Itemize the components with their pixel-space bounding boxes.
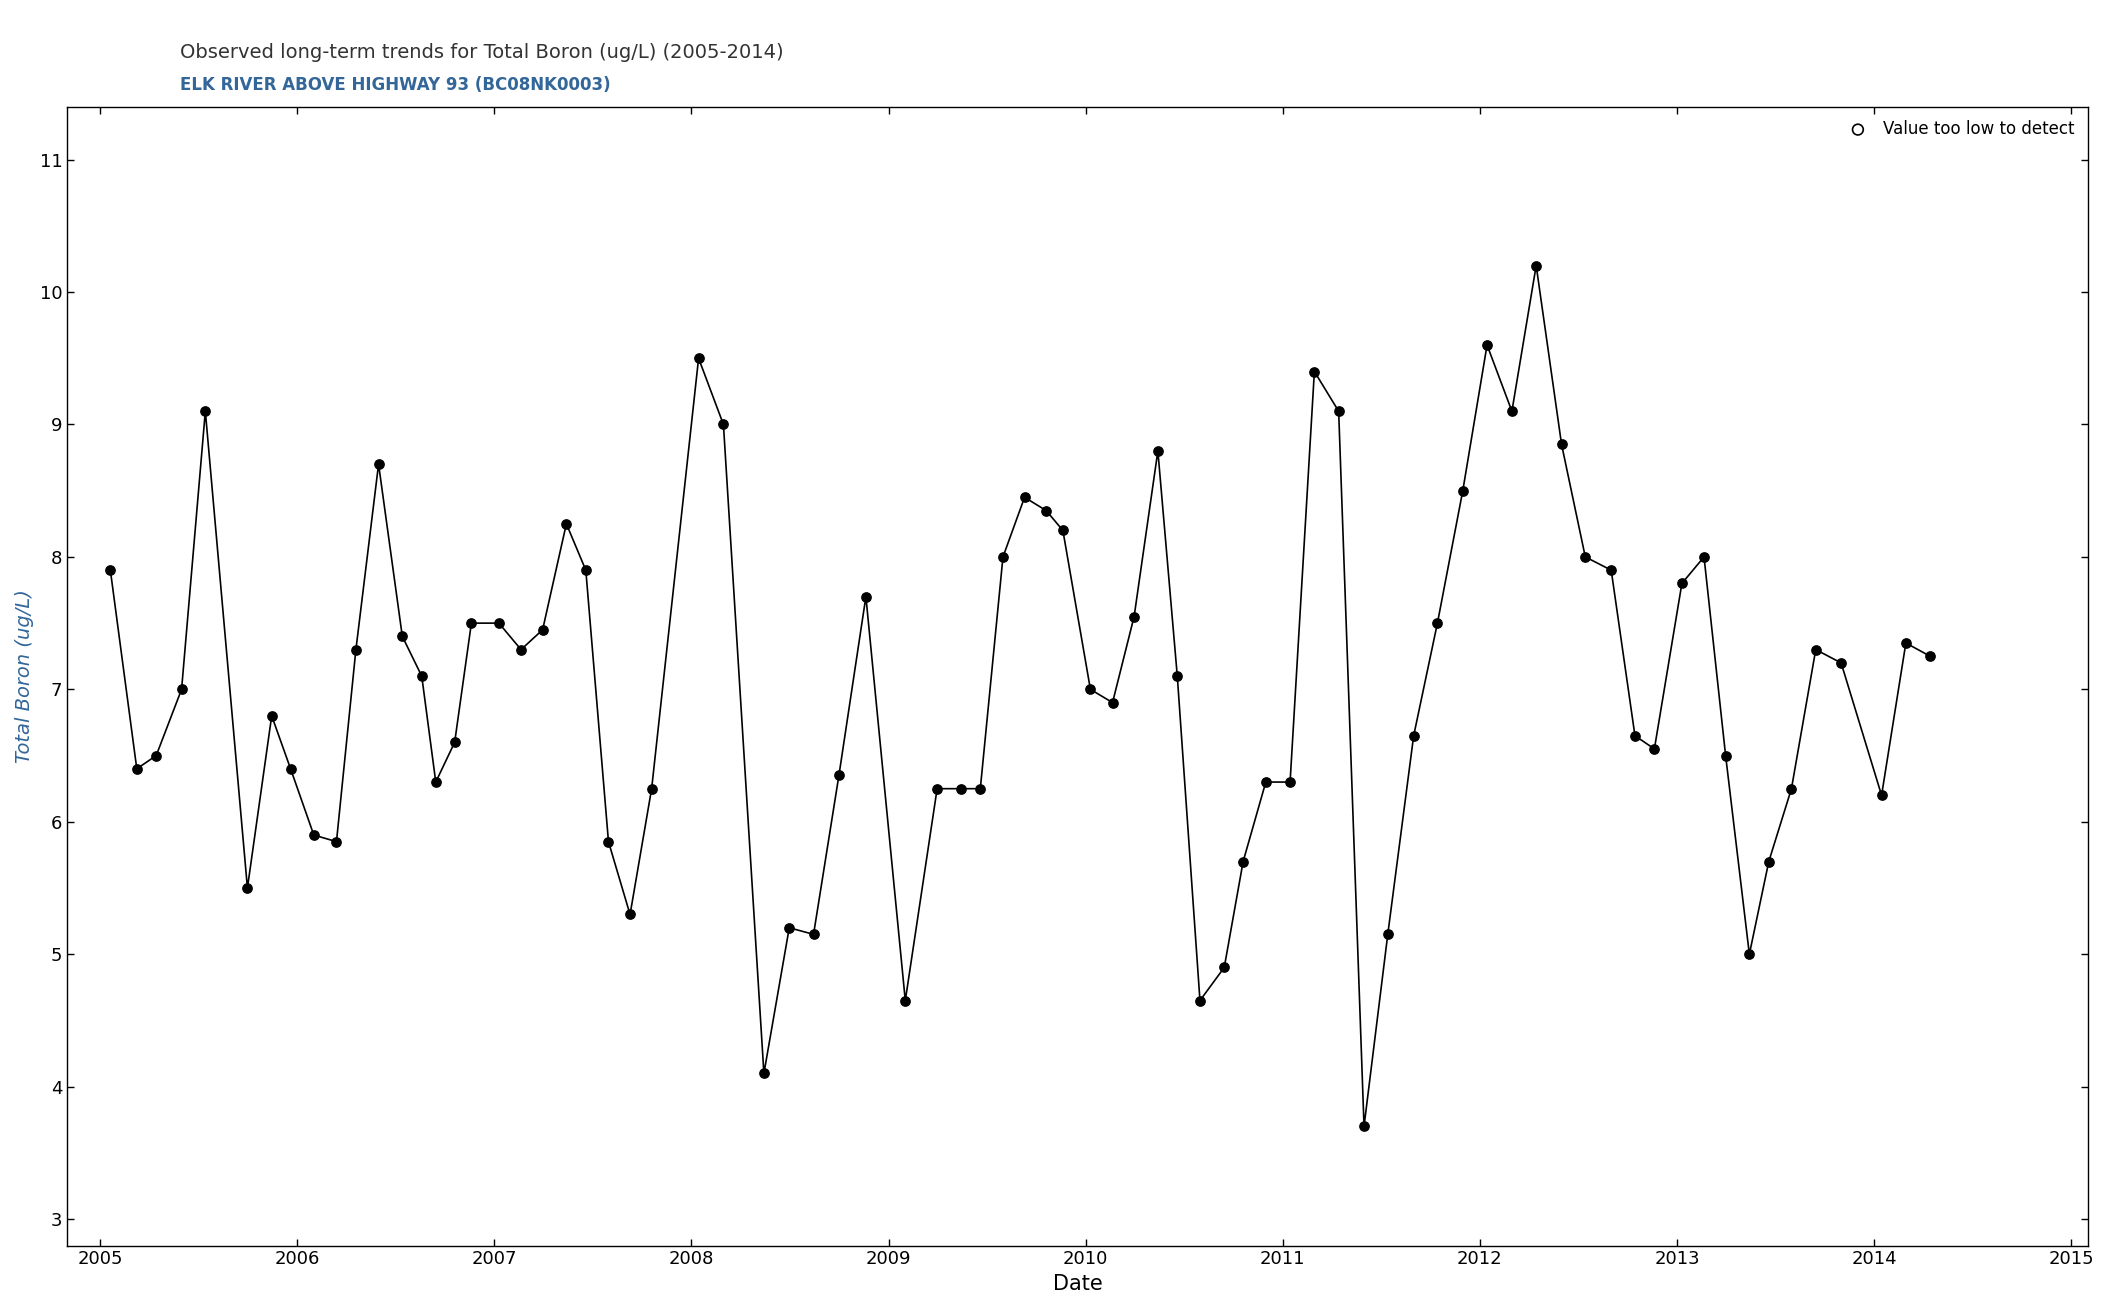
- X-axis label: Date: Date: [1052, 1274, 1102, 1295]
- Point: [1045, 520, 1079, 541]
- Point: [963, 779, 997, 800]
- Point: [1544, 433, 1578, 454]
- Point: [1774, 779, 1808, 800]
- Point: [822, 764, 855, 785]
- Point: [849, 586, 883, 607]
- Point: [1007, 487, 1041, 508]
- Point: [1274, 771, 1307, 792]
- Point: [384, 626, 418, 647]
- Point: [1297, 361, 1331, 382]
- Point: [1029, 500, 1062, 521]
- Point: [796, 924, 830, 945]
- Point: [1913, 645, 1947, 666]
- Point: [1183, 990, 1217, 1011]
- Point: [1637, 738, 1671, 759]
- Point: [1140, 441, 1174, 462]
- Point: [1208, 957, 1242, 978]
- Point: [275, 758, 308, 779]
- Point: [139, 745, 173, 766]
- Point: [298, 825, 332, 846]
- Point: [1664, 573, 1698, 594]
- Point: [1732, 944, 1766, 965]
- Point: [1227, 851, 1261, 872]
- Point: [1371, 924, 1404, 945]
- Point: [773, 918, 807, 939]
- Point: [1709, 745, 1742, 766]
- Point: [93, 560, 127, 581]
- Point: [361, 454, 395, 475]
- Point: [454, 613, 488, 634]
- Y-axis label: Total Boron (ug/L): Total Boron (ug/L): [15, 589, 34, 763]
- Point: [1519, 255, 1552, 276]
- Point: [682, 348, 716, 369]
- Point: [549, 513, 583, 534]
- Point: [1347, 1115, 1381, 1136]
- Point: [526, 619, 560, 640]
- Point: [568, 560, 602, 581]
- Point: [505, 639, 539, 660]
- Point: [230, 877, 264, 898]
- Point: [944, 779, 978, 800]
- Point: [1421, 613, 1455, 634]
- Point: [748, 1063, 781, 1084]
- Point: [889, 990, 923, 1011]
- Point: [1396, 725, 1430, 746]
- Text: Observed long-term trends for Total Boron (ug/L) (2005-2014): Observed long-term trends for Total Boro…: [180, 43, 784, 63]
- Point: [1888, 632, 1922, 653]
- Point: [636, 779, 670, 800]
- Point: [921, 779, 955, 800]
- Point: [1248, 771, 1282, 792]
- Point: [1096, 692, 1130, 713]
- Point: [120, 758, 154, 779]
- Point: [986, 546, 1020, 567]
- Point: [482, 613, 515, 634]
- Point: [437, 732, 471, 753]
- Point: [1618, 725, 1652, 746]
- Point: [1595, 560, 1628, 581]
- Point: [1159, 666, 1193, 687]
- Point: [1117, 606, 1151, 627]
- Point: [256, 706, 289, 726]
- Point: [1799, 639, 1833, 660]
- Point: [1322, 401, 1356, 421]
- Text: ELK RIVER ABOVE HIGHWAY 93 (BC08NK0003): ELK RIVER ABOVE HIGHWAY 93 (BC08NK0003): [180, 76, 610, 94]
- Point: [1569, 546, 1603, 567]
- Point: [591, 831, 625, 852]
- Point: [1825, 652, 1859, 673]
- Legend: Value too low to detect: Value too low to detect: [1835, 115, 2080, 143]
- Point: [612, 905, 646, 925]
- Point: [319, 831, 353, 852]
- Point: [1751, 851, 1785, 872]
- Point: [1470, 335, 1504, 356]
- Point: [1447, 480, 1481, 501]
- Point: [1865, 785, 1899, 806]
- Point: [1073, 679, 1107, 700]
- Point: [418, 771, 452, 792]
- Point: [708, 414, 741, 435]
- Point: [340, 639, 374, 660]
- Point: [188, 401, 222, 421]
- Point: [1495, 401, 1529, 421]
- Point: [165, 679, 199, 700]
- Point: [406, 666, 439, 687]
- Point: [1687, 546, 1721, 567]
